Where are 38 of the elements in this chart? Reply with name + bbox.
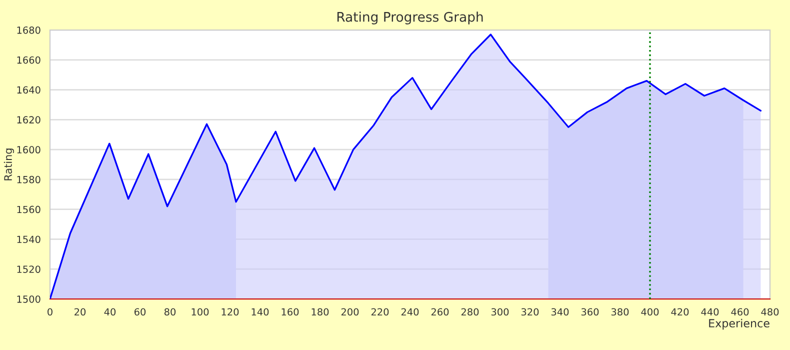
y-tick-label: 1560 [17, 206, 40, 214]
x-tick-label: 280 [461, 308, 479, 316]
y-tick-label: 1580 [17, 176, 40, 184]
x-tick-label: 160 [282, 308, 299, 316]
x-tick-label: 340 [551, 308, 569, 316]
x-tick-label: 440 [701, 308, 719, 316]
y-tick-label: 1540 [17, 236, 40, 244]
y-tick-label: 1660 [17, 56, 40, 64]
y-tick-label: 1520 [17, 266, 40, 273]
x-tick-label: 140 [252, 308, 269, 316]
x-tick-label: 260 [431, 308, 449, 316]
chart-title: Rating Progress Graph [337, 12, 483, 24]
x-tick-label: 60 [134, 308, 146, 316]
y-axis-title: Rating [4, 148, 14, 180]
x-tick-label: 80 [164, 308, 176, 316]
x-tick-label: 420 [671, 308, 689, 316]
x-tick-label: 40 [104, 308, 116, 316]
x-tick-label: 200 [341, 308, 359, 316]
x-axis-title: Experience [709, 318, 770, 330]
x-tick-label: 100 [192, 308, 209, 316]
x-tick-label: 480 [761, 308, 779, 316]
x-tick-label: 180 [312, 308, 329, 316]
x-tick-label: 360 [581, 308, 599, 316]
y-tick-label: 1500 [17, 295, 40, 303]
x-tick-label: 20 [74, 308, 86, 316]
x-tick-label: 320 [521, 308, 539, 316]
x-tick-label: 0 [48, 308, 52, 316]
y-tick-label: 1680 [17, 26, 40, 34]
x-tick-label: 380 [611, 308, 629, 316]
x-tick-label: 240 [401, 308, 419, 316]
x-tick-label: 120 [222, 308, 239, 316]
y-tick-label: 1600 [17, 146, 40, 154]
y-tick-label: 1640 [17, 86, 40, 94]
x-tick-label: 300 [491, 308, 509, 316]
y-tick-label: 1620 [17, 116, 40, 124]
x-tick-label: 220 [371, 308, 389, 316]
x-tick-label: 460 [731, 308, 749, 316]
x-tick-label: 400 [641, 308, 659, 316]
